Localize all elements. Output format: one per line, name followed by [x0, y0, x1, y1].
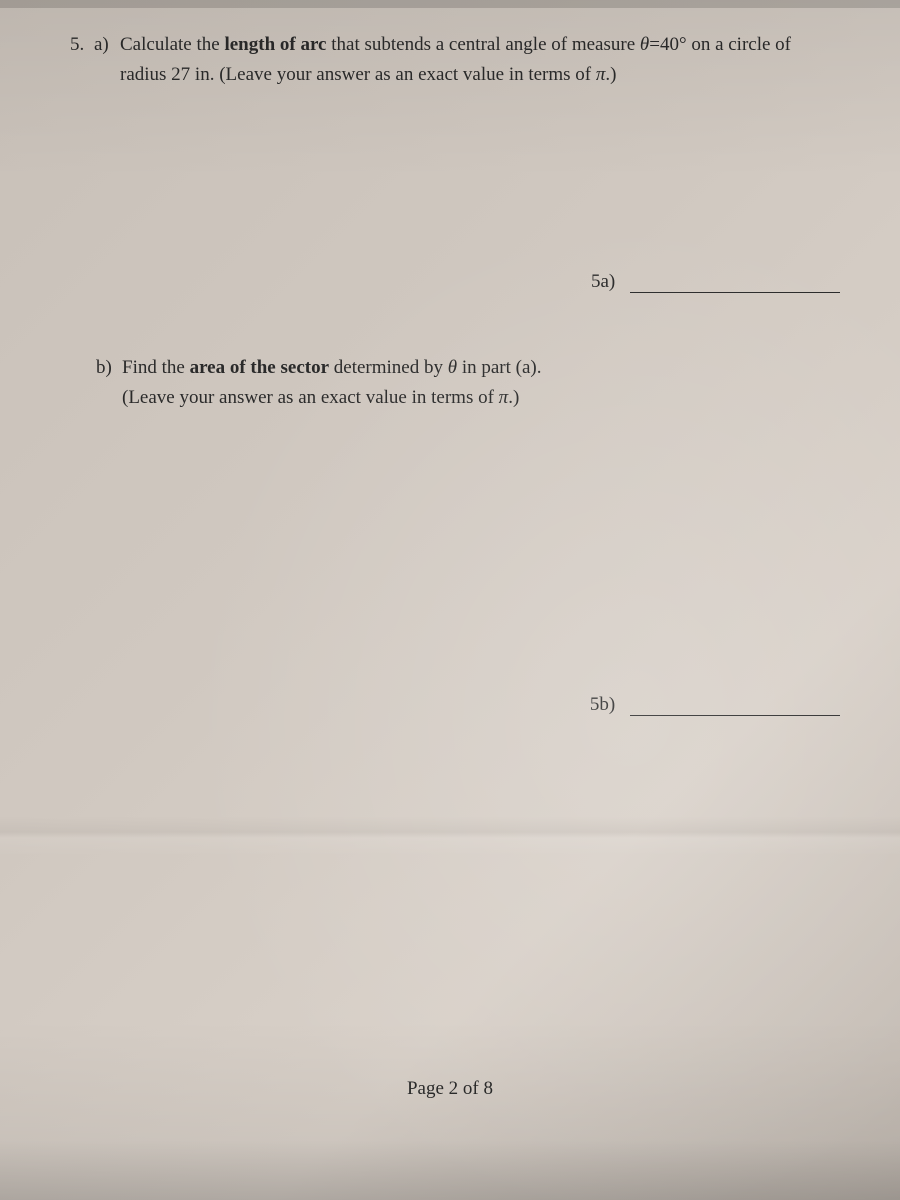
part-b-line2: (Leave your answer as an exact value in … [122, 383, 850, 413]
pi-symbol: π [596, 64, 606, 85]
answer-line-5a [630, 289, 840, 293]
problem-number: 5. [70, 30, 94, 60]
equals-sign: = [649, 34, 660, 55]
bold-phrase: length of arc [224, 34, 326, 55]
theta-symbol: θ [640, 34, 649, 55]
paper-shading [0, 0, 900, 1200]
text-segment: in part (a). [457, 357, 541, 378]
text-segment: on a circle of [687, 34, 791, 55]
edge-shadow-bottom [0, 1140, 900, 1200]
text-segment: that subtends a central angle of measure [327, 34, 640, 55]
text-segment: radius 27 in. (Leave your answer as an e… [120, 64, 596, 85]
problem-5b: b)Find the area of the sector determined… [96, 353, 850, 414]
pi-symbol: π [499, 387, 509, 408]
part-a-line2: radius 27 in. (Leave your answer as an e… [120, 60, 850, 90]
part-b-letter: b) [96, 353, 122, 383]
problem-5a: 5.a)Calculate the length of arc that sub… [70, 30, 850, 91]
page-number: Page 2 of 8 [0, 1078, 900, 1100]
answer-label-5a: 5a) [591, 271, 615, 293]
answer-block-5a: 5a) [70, 271, 850, 293]
text-segment: .) [508, 387, 519, 408]
text-segment: Calculate the [120, 34, 224, 55]
part-a-letter: a) [94, 30, 120, 60]
part-a-text: Calculate the length of arc that subtend… [120, 34, 791, 55]
paper-crease [0, 816, 900, 856]
bold-phrase: area of the sector [190, 357, 329, 378]
text-segment: Find the [122, 357, 190, 378]
angle-value: 40° [660, 34, 687, 55]
text-segment: .) [605, 64, 616, 85]
answer-block-5b: 5b) [70, 694, 850, 716]
text-segment: (Leave your answer as an exact value in … [122, 387, 499, 408]
part-b-text: Find the area of the sector determined b… [122, 357, 541, 378]
text-segment: determined by [329, 357, 448, 378]
answer-line-5b [630, 712, 840, 716]
edge-shadow [0, 0, 900, 8]
answer-label-5b: 5b) [590, 694, 615, 716]
page-container: 5.a)Calculate the length of arc that sub… [0, 0, 900, 1200]
theta-symbol: θ [448, 357, 457, 378]
